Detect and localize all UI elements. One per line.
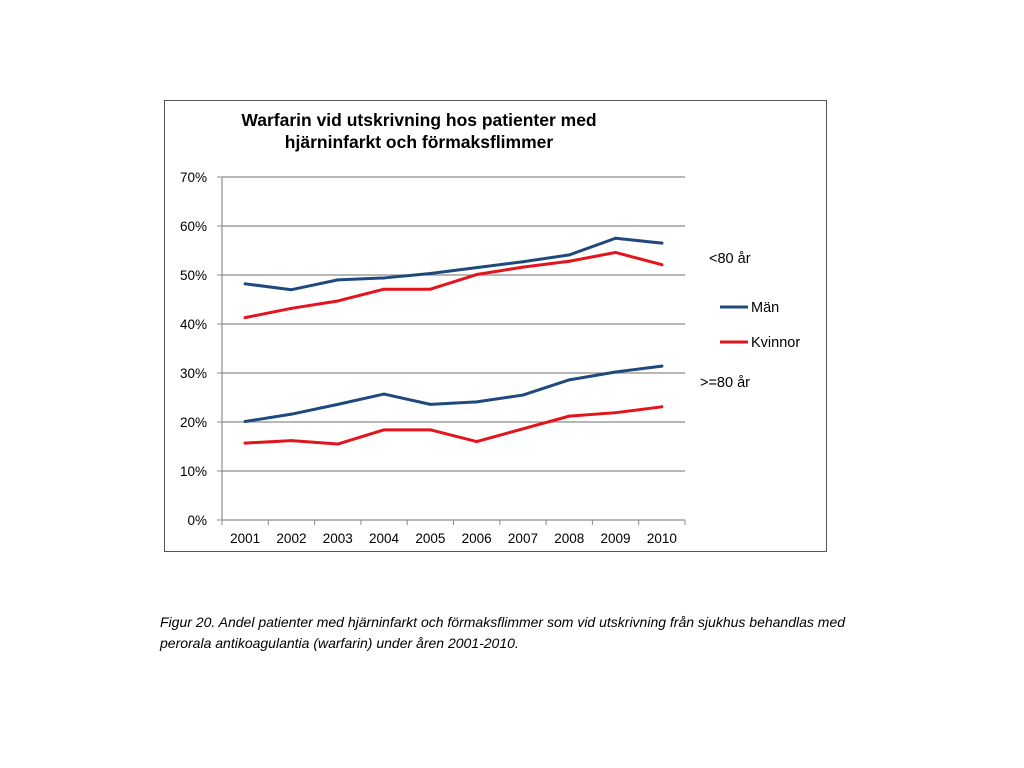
chart-frame: Warfarin vid utskrivning hos patienter m… bbox=[164, 100, 827, 552]
y-tick-label: 40% bbox=[180, 317, 207, 332]
data-point bbox=[336, 402, 340, 406]
x-tick-label: 2005 bbox=[415, 531, 445, 546]
data-point bbox=[243, 441, 247, 445]
data-point bbox=[336, 299, 340, 303]
x-tick-label: 2008 bbox=[554, 531, 584, 546]
y-tick-label: 0% bbox=[187, 513, 207, 528]
group-labels: <80 år >=80 år bbox=[700, 251, 751, 391]
data-point bbox=[660, 364, 664, 368]
data-point bbox=[382, 428, 386, 432]
y-tick-label: 60% bbox=[180, 219, 207, 234]
chart-title: Warfarin vid utskrivning hos patienter m… bbox=[241, 110, 596, 152]
data-point bbox=[614, 250, 618, 254]
data-point bbox=[289, 288, 293, 292]
x-tick-label: 2002 bbox=[276, 531, 306, 546]
data-point bbox=[567, 253, 571, 257]
series-line-over80-Kvinnor bbox=[243, 405, 664, 446]
series-line-under80-Män bbox=[243, 236, 664, 292]
data-point bbox=[428, 428, 432, 432]
y-tick-label: 50% bbox=[180, 268, 207, 283]
data-point bbox=[336, 278, 340, 282]
axes bbox=[217, 176, 686, 525]
series-line-under80-Kvinnor bbox=[243, 250, 664, 320]
data-point bbox=[614, 411, 618, 415]
data-point bbox=[336, 442, 340, 446]
data-point bbox=[243, 316, 247, 320]
data-point bbox=[243, 282, 247, 286]
gridlines bbox=[222, 176, 685, 472]
data-point bbox=[475, 400, 479, 404]
data-point bbox=[567, 378, 571, 382]
x-tick-label: 2007 bbox=[508, 531, 538, 546]
legend-label: Kvinnor bbox=[751, 335, 800, 351]
data-point bbox=[521, 265, 525, 269]
chart-svg: Warfarin vid utskrivning hos patienter m… bbox=[180, 110, 800, 546]
series-line-over80-Män bbox=[243, 364, 664, 424]
data-point bbox=[289, 306, 293, 310]
data-point bbox=[521, 393, 525, 397]
x-tick-label: 2006 bbox=[462, 531, 492, 546]
legend-label: Män bbox=[751, 300, 779, 316]
caption-label: Figur 20. bbox=[160, 614, 216, 630]
group-label-over-80: >=80 år bbox=[700, 375, 750, 391]
data-point bbox=[428, 402, 432, 406]
chart-title-line-2: hjärninfarkt och förmaksflimmer bbox=[285, 132, 554, 152]
data-point bbox=[567, 414, 571, 418]
series-lines bbox=[243, 236, 664, 446]
data-point bbox=[475, 273, 479, 277]
data-point bbox=[521, 260, 525, 264]
data-point bbox=[475, 266, 479, 270]
figure-caption: Figur 20. Andel patienter med hjärninfar… bbox=[160, 612, 860, 654]
data-point bbox=[289, 439, 293, 443]
caption-text: Andel patienter med hjärninfarkt och för… bbox=[160, 614, 846, 651]
data-point bbox=[382, 276, 386, 280]
x-tick-label: 2003 bbox=[323, 531, 353, 546]
data-point bbox=[428, 287, 432, 291]
x-tick-label: 2004 bbox=[369, 531, 400, 546]
x-tick-label: 2009 bbox=[601, 531, 631, 546]
data-point bbox=[614, 370, 618, 374]
y-tick-label: 20% bbox=[180, 415, 207, 430]
y-tick-label: 30% bbox=[180, 366, 207, 381]
x-tick-labels: 2001 2002 2003 2004 2005 2006 2007 2008 2009 2010 bbox=[230, 531, 677, 546]
data-point bbox=[614, 236, 618, 240]
data-point bbox=[567, 259, 571, 263]
data-point bbox=[243, 420, 247, 424]
data-point bbox=[660, 263, 664, 267]
data-point bbox=[428, 272, 432, 276]
data-point bbox=[382, 392, 386, 396]
data-point bbox=[660, 405, 664, 409]
data-point bbox=[521, 427, 525, 431]
group-label-under-80: <80 år bbox=[709, 251, 751, 267]
data-point bbox=[660, 241, 664, 245]
data-point bbox=[382, 287, 386, 291]
y-tick-label: 10% bbox=[180, 464, 207, 479]
legend: Män Kvinnor bbox=[720, 300, 800, 351]
chart-title-line-1: Warfarin vid utskrivning hos patienter m… bbox=[241, 110, 596, 130]
data-point bbox=[475, 440, 479, 444]
y-tick-labels: 0% 10% 20% 30% 40% 50% 60% 70% bbox=[180, 170, 207, 528]
x-tick-label: 2010 bbox=[647, 531, 677, 546]
data-point bbox=[289, 412, 293, 416]
x-tick-label: 2001 bbox=[230, 531, 260, 546]
y-tick-label: 70% bbox=[180, 170, 207, 185]
